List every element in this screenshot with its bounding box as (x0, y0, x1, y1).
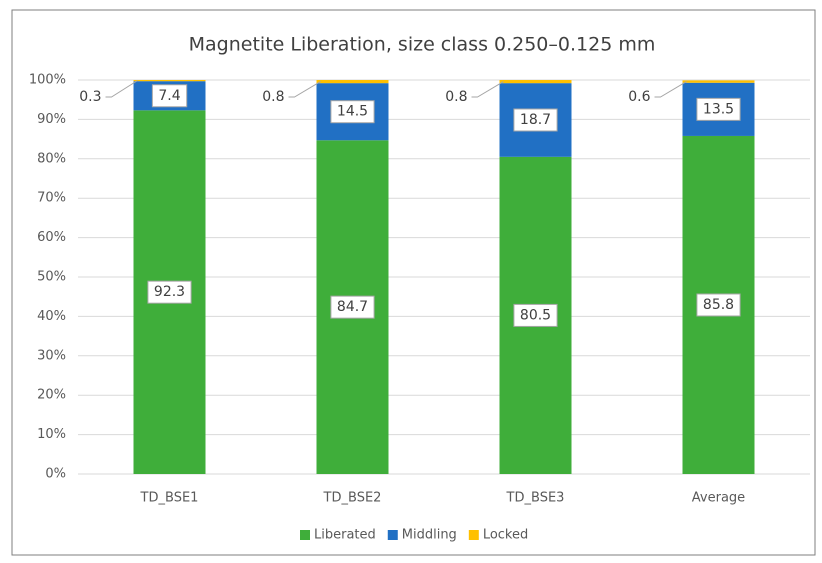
data-label-box (513, 108, 558, 132)
y-tick-label: 60% (37, 230, 66, 245)
x-tick-label: TD_BSE1 (140, 491, 199, 506)
bar-segment (316, 80, 389, 84)
y-tick-label: 40% (37, 309, 66, 324)
y-tick-label: 80% (37, 151, 66, 166)
data-label: 84.7 (337, 299, 368, 315)
legend-label: Liberated (314, 528, 376, 543)
data-label: 18.7 (520, 112, 551, 128)
data-label: 0.8 (262, 89, 284, 105)
data-label: 0.8 (445, 89, 467, 105)
data-label: 0.6 (628, 89, 650, 105)
y-tick-label: 30% (37, 348, 66, 363)
legend-swatch (468, 530, 479, 540)
data-label-box (151, 84, 188, 108)
data-label-box (147, 280, 192, 304)
y-tick-label: 100% (29, 73, 66, 88)
data-label-box (330, 295, 375, 319)
y-tick-label: 0% (45, 467, 66, 482)
data-label: 80.5 (520, 307, 551, 323)
leader-line (654, 81, 687, 98)
y-tick-label: 10% (37, 427, 66, 442)
data-label: 13.5 (703, 101, 734, 117)
bar-segment (499, 80, 572, 84)
y-tick-label: 50% (37, 270, 66, 285)
y-tick-label: 90% (37, 112, 66, 127)
bar-segment (133, 80, 206, 82)
y-tick-label: 20% (37, 388, 66, 403)
data-label: 14.5 (337, 104, 368, 120)
legend-label: Locked (483, 528, 528, 543)
data-label: 0.3 (79, 89, 101, 105)
x-tick-label: Average (692, 491, 745, 506)
y-tick-label: 70% (37, 191, 66, 206)
data-label-box (330, 100, 375, 124)
bar-segment (682, 80, 755, 83)
chart-title: Magnetite Liberation, size class 0.250–0… (189, 34, 656, 56)
legend-swatch (300, 530, 310, 540)
legend-label: Middling (402, 528, 457, 543)
data-label: 7.4 (158, 88, 180, 104)
x-tick-label: TD_BSE3 (506, 491, 565, 506)
data-label: 85.8 (703, 297, 734, 313)
data-label-box (513, 303, 558, 327)
legend-swatch (387, 530, 398, 540)
leader-line (288, 81, 321, 98)
data-label: 92.3 (154, 284, 185, 300)
leader-line (105, 80, 138, 98)
data-label-box (696, 293, 741, 317)
x-tick-label: TD_BSE2 (323, 491, 382, 506)
data-label-box (696, 97, 741, 121)
leader-line (471, 81, 504, 98)
